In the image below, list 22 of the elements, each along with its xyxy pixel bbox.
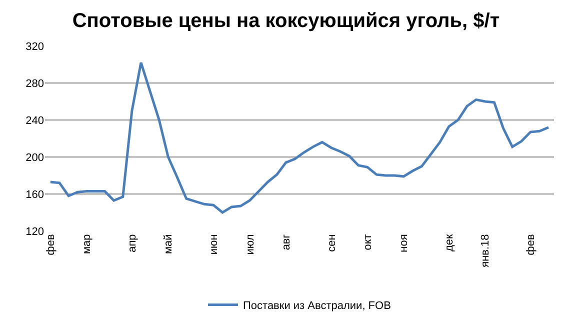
x-tick-label: июн xyxy=(208,234,220,255)
chart-title: Спотовые цены на коксующийся уголь, $/т xyxy=(72,10,500,32)
y-tick-label: 200 xyxy=(26,152,44,164)
x-tick-label: дек xyxy=(444,234,456,252)
x-tick-label: фев xyxy=(525,234,538,256)
x-tick-label: авг xyxy=(280,234,292,250)
x-tick-label: сен xyxy=(326,234,338,252)
x-tick-label: янв.18 xyxy=(480,234,492,268)
x-tick-label: май xyxy=(162,234,175,254)
y-tick-label: 160 xyxy=(26,188,44,201)
x-tick-label: мар xyxy=(81,234,94,254)
legend-label: Поставки из Австралии, FOB xyxy=(243,300,391,312)
x-tick-label: апр xyxy=(126,234,139,252)
x-tick-label: июл xyxy=(244,234,256,255)
x-tick-label: окт xyxy=(362,234,374,250)
x-tick-label: фев xyxy=(45,234,58,256)
y-tick-label: 320 xyxy=(26,40,44,53)
y-tick-label: 120 xyxy=(26,226,44,238)
y-tick-label: 280 xyxy=(26,78,44,90)
line-series xyxy=(49,61,550,214)
x-tick-label: ноя xyxy=(398,234,410,252)
y-tick-label: 240 xyxy=(26,114,44,127)
